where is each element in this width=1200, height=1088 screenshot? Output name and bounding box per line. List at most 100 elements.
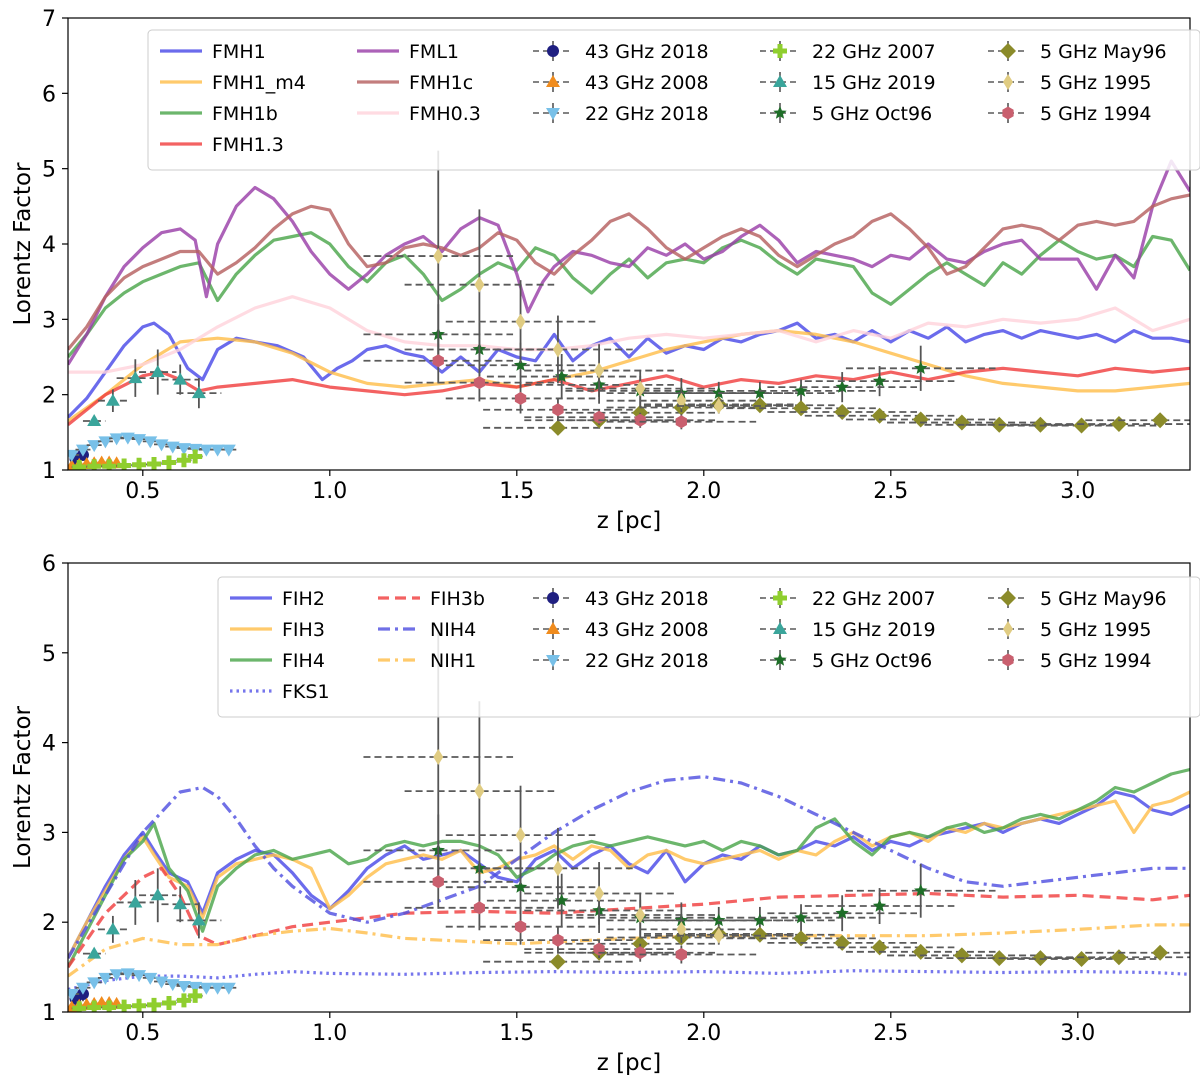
- legend-marker-5 GHz 1994: [1002, 653, 1014, 667]
- y-tick-label: 5: [42, 158, 56, 183]
- series-line-FKS1: [68, 969, 1190, 992]
- y-tick-label: 4: [42, 732, 56, 757]
- obs-point-5 GHz 1995: [635, 380, 646, 397]
- x-tick-label: 2.5: [873, 479, 908, 504]
- legend-label-FMH0.3: FMH0.3: [409, 103, 481, 125]
- obs-point-5 GHz May96: [1110, 416, 1127, 433]
- obs-point-5 GHz 1995: [713, 927, 724, 944]
- obs-point-22 GHz 2018: [210, 444, 225, 457]
- legend-label-15 GHz 2019: 15 GHz 2019: [812, 619, 936, 641]
- axes-frame: [67, 562, 1191, 1013]
- legend-label-5 GHz 1994: 5 GHz 1994: [1040, 103, 1152, 125]
- y-tick-label: 2: [42, 384, 56, 409]
- obs-point-22 GHz 2007: [161, 455, 176, 470]
- series-line-FMH1b: [68, 231, 1190, 359]
- obs-point-22 GHz 2007: [102, 1000, 117, 1012]
- legend-label-FMH1: FMH1: [212, 41, 266, 63]
- legend-label-43 GHz 2008: 43 GHz 2008: [585, 619, 709, 641]
- obs-point-22 GHz 2007: [176, 993, 191, 1008]
- obs-point-22 GHz 2018: [109, 433, 124, 446]
- obs-point-15 GHz 2019: [150, 888, 165, 901]
- legend-label-FIH2: FIH2: [282, 588, 325, 610]
- legend-label-FML1: FML1: [409, 41, 459, 63]
- obs-point-5 GHz 1994: [514, 391, 527, 405]
- obs-point-22 GHz 2018: [199, 982, 214, 995]
- obs-point-5 GHz Oct96: [872, 899, 887, 912]
- obs-point-15 GHz 2019: [87, 414, 102, 427]
- legend-label-5 GHz 1994: 5 GHz 1994: [1040, 650, 1152, 672]
- plot-content: [68, 631, 1190, 1012]
- legend-marker-22 GHz 2007: [773, 44, 787, 58]
- obs-point-5 GHz 1995: [594, 362, 605, 379]
- obs-point-5 GHz May96: [793, 400, 810, 417]
- series-line-FIH2: [68, 790, 1190, 959]
- obs-point-22 GHz 2018: [165, 979, 180, 992]
- obs-point-22 GHz 2018: [143, 972, 158, 985]
- obs-point-22 GHz 2018: [68, 989, 79, 1002]
- obs-point-22 GHz 2007: [87, 459, 102, 470]
- obs-point-15 GHz 2019: [128, 895, 143, 908]
- legend-label-22 GHz 2018: 22 GHz 2018: [585, 103, 709, 125]
- obs-point-5 GHz Oct96: [555, 369, 569, 383]
- obs-point-5 GHz 1994: [552, 933, 564, 947]
- legend-label-15 GHz 2019: 15 GHz 2019: [812, 72, 936, 94]
- x-tick-label: 1.0: [312, 1021, 347, 1046]
- legend-label-22 GHz 2018: 22 GHz 2018: [585, 650, 709, 672]
- obs-point-22 GHz 2018: [143, 436, 158, 449]
- obs-point-22 GHz 2018: [87, 977, 102, 990]
- obs-point-5 GHz Oct96: [513, 358, 528, 371]
- obs-point-5 GHz 1994: [473, 901, 485, 915]
- y-tick-label: 3: [42, 821, 56, 846]
- obs-point-5 GHz 1995: [713, 397, 724, 414]
- legend-label-43 GHz 2018: 43 GHz 2018: [585, 588, 709, 610]
- obs-point-5 GHz 1994: [514, 920, 527, 934]
- legend-label-FMH1.3: FMH1.3: [212, 134, 284, 156]
- obs-point-5 GHz 1995: [635, 907, 646, 924]
- obs-point-5 GHz Oct96: [835, 906, 849, 919]
- legend-marker-5 GHz May96: [1000, 43, 1016, 59]
- plot-content: [68, 150, 1190, 470]
- obs-point-5 GHz Oct96: [555, 893, 569, 907]
- legend-label-NIH1: NIH1: [430, 650, 476, 672]
- obs-point-22 GHz 2007: [176, 453, 191, 468]
- legend-marker-15 GHz 2019: [773, 75, 787, 87]
- x-tick-label: 0.5: [125, 479, 160, 504]
- legend-marker-22 GHz 2018: [546, 108, 560, 120]
- obs-point-15 GHz 2019: [105, 922, 120, 935]
- obs-point-5 GHz 1994: [473, 376, 485, 390]
- x-axis-label: z [pc]: [597, 508, 662, 534]
- obs-point-5 GHz May96: [1152, 412, 1169, 429]
- x-tick-label: 2.5: [873, 1021, 908, 1046]
- obs-point-22 GHz 2018: [132, 970, 147, 983]
- obs-point-5 GHz 1995: [594, 885, 605, 902]
- obs-point-5 GHz 1994: [675, 948, 687, 961]
- obs-point-22 GHz 2007: [147, 997, 162, 1012]
- legend-label-FIH3: FIH3: [282, 619, 325, 641]
- obs-point-5 GHz May96: [871, 407, 888, 424]
- obs-point-15 GHz 2019: [128, 371, 143, 384]
- obs-point-5 GHz Oct96: [753, 913, 767, 927]
- obs-point-5 GHz May96: [953, 947, 970, 964]
- obs-point-5 GHz May96: [834, 403, 851, 420]
- plot-panel-1: 0.5 1.0 1.5 2.0 2.5 3.0 1 2 3 4 5 6 7 z [pc] Lorentz F…: [10, 7, 1200, 534]
- legend-marker-15 GHz 2019: [773, 622, 787, 634]
- y-axis-label: Lorentz Factor: [10, 705, 36, 869]
- obs-point-15 GHz 2019: [105, 393, 120, 406]
- x-tick-label: 3.0: [1060, 479, 1095, 504]
- y-tick-label: 6: [42, 82, 56, 107]
- y-tick-label: 4: [42, 233, 56, 258]
- series-line-FMH1c: [68, 193, 1190, 351]
- obs-point-5 GHz Oct96: [794, 910, 808, 924]
- obs-point-5 GHz 1995: [552, 860, 563, 877]
- legend-label-43 GHz 2018: 43 GHz 2018: [585, 41, 709, 63]
- x-tick-label: 3.0: [1060, 1021, 1095, 1046]
- obs-point-5 GHz May96: [549, 419, 566, 436]
- legend-label-5 GHz Oct96: 5 GHz Oct96: [812, 103, 932, 125]
- x-axis-label: z [pc]: [597, 1050, 662, 1076]
- obs-point-22 GHz 2018: [75, 982, 90, 995]
- y-tick-label: 2: [42, 911, 56, 936]
- x-tick-label: 1.5: [499, 1021, 534, 1046]
- obs-point-5 GHz 1995: [433, 748, 444, 765]
- obs-point-5 GHz 1995: [515, 313, 526, 330]
- obs-point-5 GHz 1994: [675, 415, 687, 429]
